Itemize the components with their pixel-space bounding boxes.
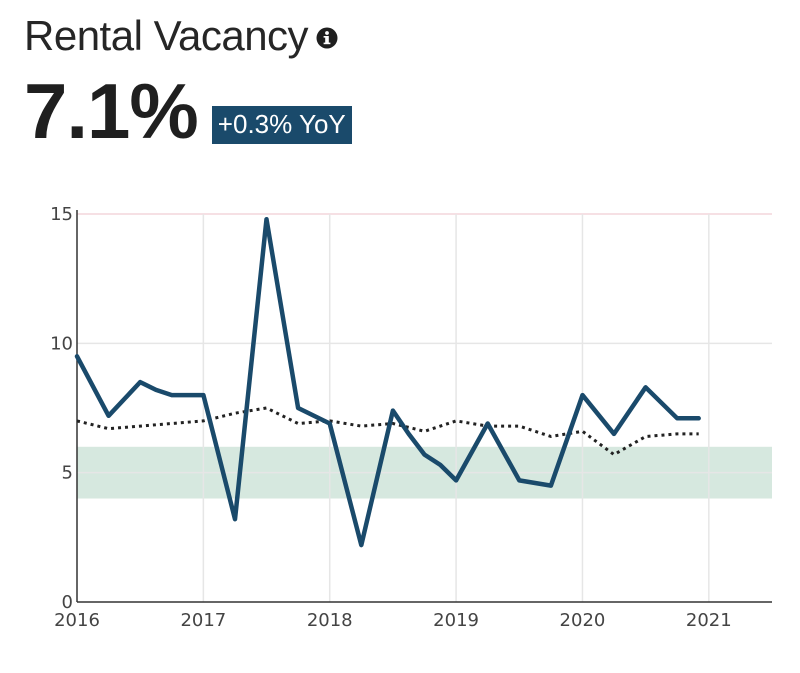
info-icon[interactable] bbox=[316, 27, 338, 49]
y-tick-label: 10 bbox=[50, 333, 73, 354]
reference-series-line bbox=[76, 406, 699, 457]
vacancy-series-line bbox=[74, 216, 701, 548]
rental-vacancy-chart: 0 5 10 15 2016 2017 2018 2019 2020 2021 bbox=[50, 204, 772, 631]
x-tick-label: 2016 bbox=[54, 610, 100, 631]
y-tick-label: 5 bbox=[62, 463, 73, 484]
x-tick-label: 2019 bbox=[433, 610, 479, 631]
x-tick-label: 2021 bbox=[686, 610, 732, 631]
headline-metric: 7.1% +0.3% YoY bbox=[24, 72, 352, 150]
page-title: Rental Vacancy bbox=[24, 12, 309, 59]
y-tick-label: 0 bbox=[62, 592, 73, 613]
current-value: 7.1% bbox=[24, 67, 199, 155]
x-tick-label: 2017 bbox=[180, 610, 226, 631]
chart-header: Rental Vacancy bbox=[24, 12, 338, 60]
x-tick-label: 2020 bbox=[560, 610, 606, 631]
yoy-change-badge: +0.3% YoY bbox=[211, 106, 352, 144]
x-tick-label: 2018 bbox=[307, 610, 353, 631]
y-tick-label: 15 bbox=[50, 204, 73, 225]
